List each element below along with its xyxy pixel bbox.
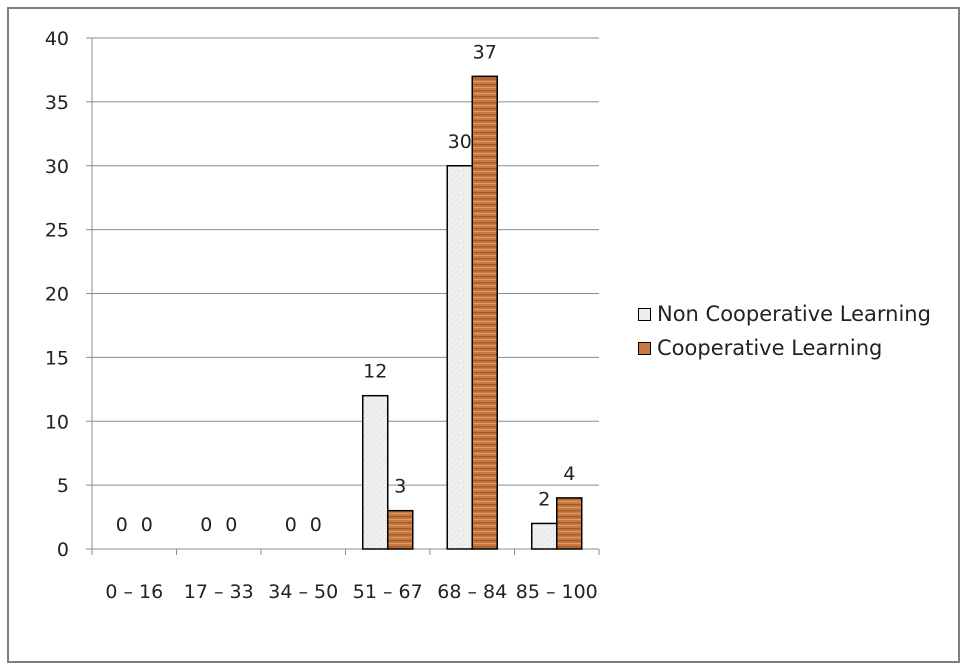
- y-tick-label: 35: [45, 92, 69, 114]
- data-label: 0: [200, 514, 212, 536]
- bar: [387, 509, 414, 550]
- legend-swatch-non-cooperative: [638, 307, 651, 321]
- bars: [362, 75, 583, 550]
- legend-label-non-cooperative: Non Cooperative Learning: [657, 302, 931, 326]
- gridlines: [92, 37, 599, 486]
- x-tick-label: 68 – 84: [437, 581, 507, 603]
- data-label: 0: [285, 514, 297, 536]
- y-tick-label: 25: [45, 220, 69, 242]
- bar: [471, 75, 498, 550]
- y-tick-label: 15: [45, 347, 69, 369]
- y-tick-label: 40: [45, 28, 69, 50]
- legend: Non Cooperative Learning Cooperative Lea…: [638, 298, 931, 366]
- x-tick-label: 34 – 50: [268, 581, 338, 603]
- bar: [446, 165, 473, 550]
- axes: [86, 37, 600, 555]
- y-tick-label: 20: [45, 284, 69, 306]
- legend-item-non-cooperative: Non Cooperative Learning: [638, 298, 931, 330]
- data-label: 12: [363, 361, 387, 383]
- bar: [531, 522, 558, 550]
- y-tick-label: 0: [57, 539, 69, 561]
- x-tick-label: 17 – 33: [184, 581, 254, 603]
- legend-label-cooperative: Cooperative Learning: [657, 336, 883, 360]
- data-label: 4: [563, 463, 575, 485]
- legend-item-cooperative: Cooperative Learning: [638, 332, 931, 364]
- data-label: 30: [448, 131, 472, 153]
- y-tick-label: 30: [45, 156, 69, 178]
- data-label: 0: [141, 514, 153, 536]
- x-tick-label: 85 – 100: [516, 581, 598, 603]
- bar: [362, 394, 389, 550]
- y-tick-label: 5: [57, 475, 69, 497]
- y-tick-label: 10: [45, 411, 69, 433]
- data-label: 0: [310, 514, 322, 536]
- data-label: 2: [538, 488, 550, 510]
- x-tick-label: 51 – 67: [353, 581, 423, 603]
- legend-swatch-cooperative: [638, 341, 651, 355]
- data-label: 0: [116, 514, 128, 536]
- x-tick-label: 0 – 16: [105, 581, 163, 603]
- data-label: 3: [394, 476, 406, 498]
- data-label: 37: [473, 41, 497, 63]
- data-label: 0: [225, 514, 237, 536]
- bar: [556, 497, 583, 550]
